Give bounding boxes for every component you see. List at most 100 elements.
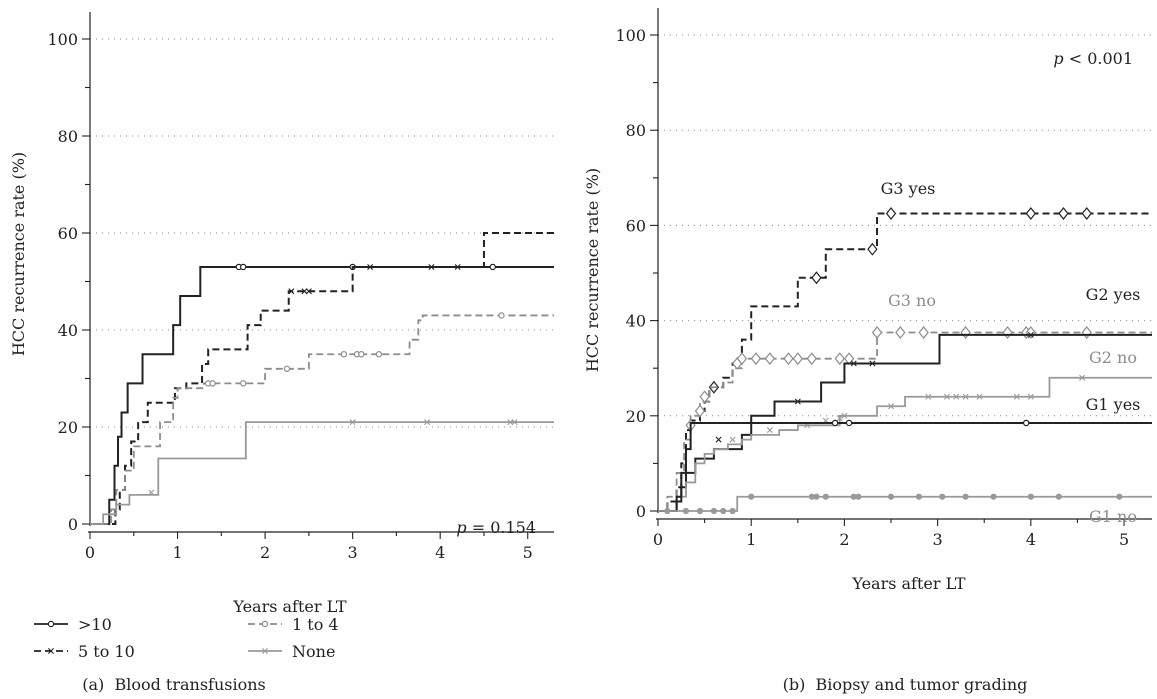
- censor-mark-1-to-4: [375, 351, 383, 358]
- censor-mark-none: [349, 419, 356, 426]
- censor-mark-g3-no: [871, 326, 883, 339]
- censor-mark-g1-no: [990, 493, 997, 500]
- panel-b-xlabel: Years after LT: [851, 574, 966, 593]
- censor-mark-g1-no: [748, 493, 755, 500]
- censor-mark-g2-yes: [794, 398, 801, 405]
- panel-b-gridlines: [658, 34, 1152, 417]
- x-tick-label-0: 0: [85, 543, 95, 562]
- legend-swatch-marker: [261, 620, 269, 628]
- legend-swatch-marker: [48, 648, 54, 654]
- panel-a-p-symbol: p: [456, 518, 466, 537]
- censor-mark-g2-no: [976, 393, 983, 400]
- panel-a-legend: >10 5 to 10 1 to 4 None: [34, 615, 339, 661]
- panel-a: 0 20 40 60 80 100 0 1 2 3 4 5 HCC recurrence rate (…: [9, 12, 554, 694]
- censor-mark-1-to-4: [340, 351, 348, 358]
- censor-mark-g1-no: [1055, 493, 1062, 500]
- x-tick-label-1: 1: [746, 530, 756, 549]
- censor-mark-5-to-10: [305, 288, 312, 295]
- panel-b-p-text: < 0.001: [1064, 49, 1133, 68]
- censor-mark-5-to-10: [288, 288, 295, 295]
- censor-mark-5-to-10: [428, 263, 435, 270]
- censor-mark-g3-yes: [1081, 207, 1092, 220]
- panel-b-p-value: p < 0.001: [1053, 49, 1133, 68]
- x-tick-label-3: 3: [933, 530, 943, 549]
- y-tick-label-60: 60: [626, 216, 646, 235]
- series-1-to-4: [90, 312, 554, 525]
- censor-mark-g2-no: [888, 403, 895, 410]
- panel-a-p-value: p = 0.154: [456, 518, 536, 537]
- censor-mark-5-to-10: [367, 263, 374, 270]
- series-line-none: [90, 421, 554, 525]
- censor-mark-g1-no: [962, 493, 969, 500]
- legend-label: >10: [78, 615, 112, 634]
- censor-mark-g1-no: [720, 507, 727, 515]
- series-g1-no: [658, 493, 1152, 515]
- censor-mark-1-to-4: [358, 351, 365, 358]
- censor-mark-5-to-10: [301, 288, 308, 295]
- censor-mark-g1-no: [915, 493, 923, 500]
- censor-mark-g3-no: [960, 326, 971, 339]
- censor-mark-g2-yes: [850, 360, 857, 367]
- censor-mark-10: [489, 263, 496, 271]
- panel-a-p-text: = 0.154: [467, 518, 536, 537]
- censor-mark-g1-no: [822, 493, 829, 500]
- censor-mark-g3-yes: [1058, 207, 1069, 220]
- panel-b-series: [658, 207, 1152, 515]
- series-line-g2-no: [658, 376, 1152, 512]
- y-tick-label-40: 40: [58, 321, 78, 340]
- censor-mark-g2-no: [953, 393, 960, 400]
- censor-mark-g1-yes: [1022, 419, 1030, 427]
- legend-item-3: None: [248, 642, 335, 661]
- censor-mark-g3-no: [764, 352, 776, 366]
- censor-mark-g3-no: [895, 326, 906, 339]
- x-tick-label-1: 1: [172, 543, 182, 562]
- y-tick-label-20: 20: [58, 418, 78, 437]
- censor-mark-g3-no: [792, 352, 803, 366]
- series-none: [90, 419, 554, 525]
- x-tick-label-4: 4: [435, 543, 445, 562]
- censor-mark-5-to-10: [454, 263, 461, 270]
- x-tick-label-4: 4: [1026, 530, 1036, 549]
- y-tick-label-80: 80: [58, 127, 78, 146]
- y-tick-label-20: 20: [626, 407, 646, 426]
- censor-mark-g3-yes: [885, 207, 897, 220]
- censor-mark-g2-no: [841, 412, 848, 419]
- censor-mark-g1-no: [939, 493, 946, 500]
- series-5-to-10: [90, 232, 554, 525]
- censor-mark-g1-no: [696, 507, 704, 515]
- line-label-g2-no: G2 no: [1089, 348, 1137, 367]
- censor-mark-1-to-4: [498, 312, 505, 319]
- censor-mark-g1-yes: [845, 419, 853, 427]
- panel-b-subtitle: (b) Biopsy and tumor grading: [783, 675, 1028, 694]
- censor-mark-g1-no: [855, 493, 862, 500]
- censor-mark-g3-no: [783, 352, 794, 366]
- censor-mark-g2-no: [943, 393, 950, 400]
- censor-mark-10: [240, 263, 247, 271]
- series-line-g1-yes: [658, 421, 1152, 512]
- censor-mark-g2-no: [1079, 374, 1086, 381]
- censor-mark-g3-no: [834, 352, 845, 366]
- censor-mark-g3-no: [736, 352, 748, 366]
- censor-mark-g2-no: [925, 393, 932, 400]
- y-tick-label-100: 100: [615, 26, 646, 45]
- censor-mark-g3-no: [694, 404, 706, 418]
- series-g3-yes: [658, 207, 1152, 512]
- panel-b-p-symbol: p: [1053, 49, 1063, 68]
- censor-mark-g1-no: [887, 493, 895, 500]
- y-tick-label-80: 80: [626, 121, 646, 140]
- censor-mark-none: [148, 489, 155, 496]
- x-tick-label-3: 3: [348, 543, 358, 562]
- y-tick-label-0: 0: [68, 515, 78, 534]
- y-tick-label-0: 0: [636, 502, 646, 521]
- panel-b: 0 20 40 60 80 100 0 1 2 3 4 5 HCC recurrence rate (…: [583, 8, 1152, 694]
- panel-a-xlabel: Years after LT: [232, 597, 347, 616]
- censor-mark-1-to-4: [283, 365, 291, 372]
- y-tick-label-60: 60: [58, 224, 78, 243]
- series-g2-no: [658, 374, 1152, 512]
- panel-b-axes: 0 20 40 60 80 100 0 1 2 3 4 5: [615, 8, 1152, 549]
- censor-mark-g2-no: [729, 436, 736, 443]
- censor-mark-g1-no: [1116, 493, 1123, 500]
- legend-label: 1 to 4: [292, 615, 339, 634]
- line-label-g1-no: G1 no: [1089, 507, 1137, 526]
